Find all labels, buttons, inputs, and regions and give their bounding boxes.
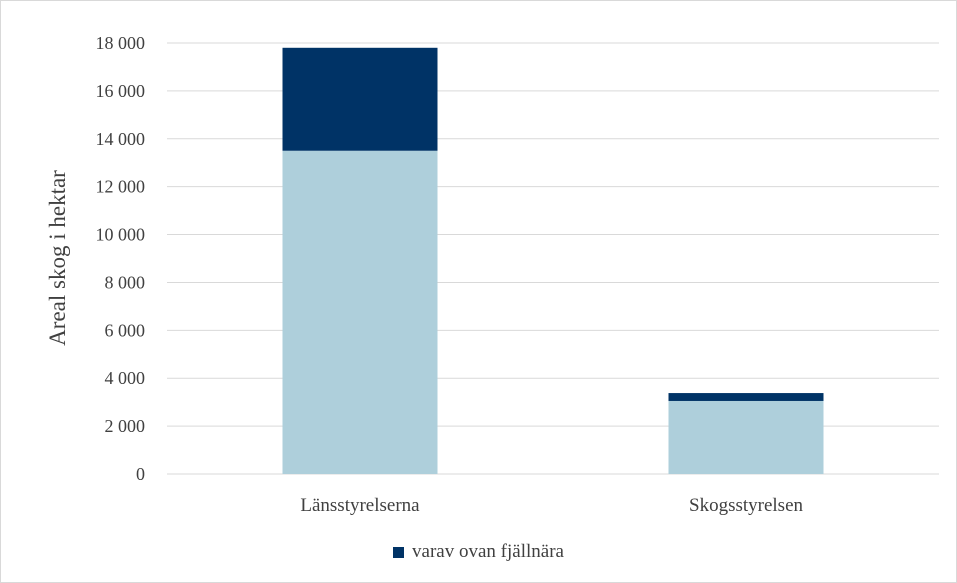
y-axis-label: Areal skog i hektar bbox=[45, 170, 70, 346]
legend-label: varav ovan fjällnära bbox=[412, 541, 564, 562]
y-tick-label: 12 000 bbox=[96, 177, 146, 197]
category-labels: Länsstyrelserna Skogsstyrelsen bbox=[300, 495, 803, 516]
legend: varav ovan fjällnära bbox=[1, 541, 956, 563]
bar-länsstyrelserna-series-0 bbox=[282, 150, 438, 474]
category-label: Länsstyrelserna bbox=[300, 495, 420, 516]
y-tick-label: 10 000 bbox=[96, 225, 146, 245]
y-tick-label: 2 000 bbox=[105, 416, 146, 436]
category-label: Skogsstyrelsen bbox=[689, 495, 804, 516]
y-tick-label: 8 000 bbox=[105, 272, 146, 292]
bars bbox=[282, 47, 824, 474]
y-tick-label: 6 000 bbox=[105, 320, 146, 340]
bar-skogsstyrelsen-series-1 bbox=[668, 393, 824, 401]
y-tick-label: 0 bbox=[136, 464, 145, 484]
legend-swatch bbox=[393, 546, 405, 558]
bar-länsstyrelserna-series-1 bbox=[282, 47, 438, 151]
y-tick-label: 18 000 bbox=[96, 33, 146, 53]
y-tick-label: 14 000 bbox=[96, 129, 146, 149]
y-tick-labels: 0 2 000 4 000 6 000 8 000 10 000 12 000 14 000 1… bbox=[96, 33, 146, 484]
bar-skogsstyrelsen-series-0 bbox=[668, 400, 824, 474]
y-tick-label: 16 000 bbox=[96, 81, 146, 101]
y-tick-label: 4 000 bbox=[105, 368, 146, 388]
